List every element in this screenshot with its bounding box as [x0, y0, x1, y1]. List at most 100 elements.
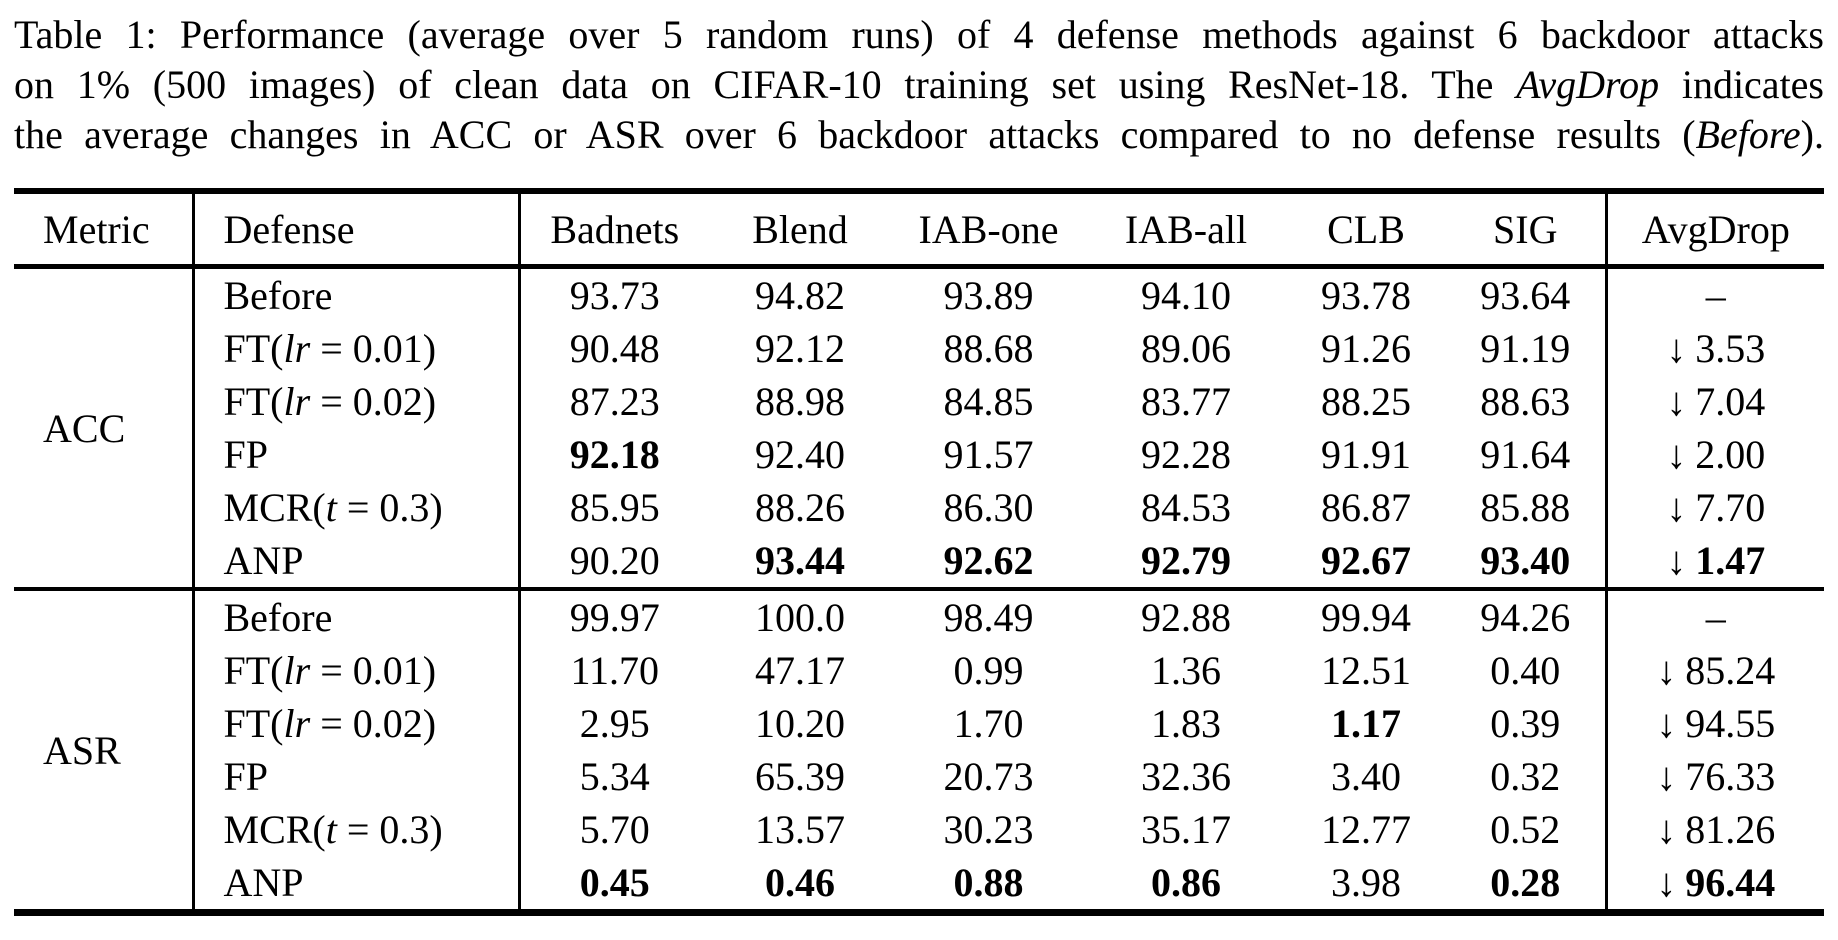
value-cell: 1.36 — [1151, 648, 1221, 693]
table-row: FT(lr = 0.01) 90.48 92.12 88.68 89.06 91.26 91… — [14, 322, 1824, 375]
value-cell: 88.25 — [1321, 379, 1411, 424]
defense-label-text: t — [325, 807, 337, 852]
defense-label: FT(lr = 0.02) — [193, 375, 521, 428]
defense-label: ANP — [193, 534, 521, 589]
value-cell: 0.86 — [1151, 860, 1221, 905]
table-row: MCR(t = 0.3) 5.70 13.57 30.23 35.17 12.77 0.52… — [14, 803, 1824, 856]
table-row: ASR Before 99.97 100.0 98.49 92.88 99.94 94.26– — [14, 587, 1824, 913]
header-attack-badnets: Badnets — [519, 191, 709, 269]
value-cell: 3.40 — [1331, 754, 1401, 799]
value-cell: 1.83 — [1151, 701, 1221, 746]
down-arrow-icon: ↓ — [1666, 379, 1687, 424]
avgdrop-cell: ↓ 3.53 — [1606, 322, 1824, 375]
caption-text: on 1% (500 images) of clean data on CIFA… — [14, 62, 1517, 107]
defense-label-text: lr — [283, 648, 311, 693]
value-cell: 84.85 — [943, 379, 1034, 424]
value-cell: 91.57 — [943, 432, 1034, 477]
defense-label-text: FT( — [223, 701, 284, 746]
value-cell: 20.73 — [943, 754, 1034, 799]
down-arrow-icon: ↓ — [1656, 807, 1677, 852]
defense-label: ANP — [193, 856, 521, 913]
defense-label: Before — [193, 587, 521, 644]
table-row: FP 92.18 92.40 91.57 92.28 91.91 91.64 ↓ 2.00 — [14, 428, 1824, 481]
value-cell: 88.26 — [755, 485, 845, 530]
value-cell: 83.77 — [1141, 379, 1231, 424]
value-cell: 12.51 — [1321, 648, 1411, 693]
header-metric: Metric — [14, 191, 195, 269]
value-cell: 1.17 — [1331, 701, 1401, 746]
value-cell: 91.91 — [1321, 432, 1411, 477]
defense-label-text: FT( — [223, 648, 284, 693]
value-cell: 90.20 — [569, 538, 660, 583]
value-cell: 88.98 — [755, 379, 845, 424]
avgdrop-cell: ↓ 1.47 — [1606, 534, 1824, 589]
defense-label: FT(lr = 0.01) — [193, 322, 521, 375]
value-cell: 35.17 — [1141, 807, 1231, 852]
table-caption: Table 1: Performance (average over 5 ran… — [14, 10, 1824, 160]
value-cell: 88.68 — [943, 326, 1034, 371]
defense-label-text: lr — [283, 701, 311, 746]
caption-text: the average changes in ACC or ASR over 6… — [14, 112, 1696, 157]
defense-label-text: ANP — [223, 860, 304, 905]
defense-label-text: FP — [223, 754, 269, 799]
value-cell: 85.95 — [569, 485, 660, 530]
table-row: FT(lr = 0.02) 87.23 88.98 84.85 83.77 88.25 88… — [14, 375, 1824, 428]
avgdrop-cell: ↓ 2.00 — [1606, 428, 1824, 481]
down-arrow-icon: ↓ — [1666, 432, 1687, 477]
value-cell: 93.44 — [755, 538, 845, 583]
defense-label: FP — [193, 428, 521, 481]
avgdrop-cell: ↓ 7.70 — [1606, 481, 1824, 534]
avgdrop-value: 7.70 — [1695, 485, 1766, 530]
defense-label-text: lr — [283, 379, 311, 424]
value-cell: 32.36 — [1141, 754, 1231, 799]
avgdrop-value: 1.47 — [1695, 538, 1766, 583]
defense-label-text: = 0.02) — [310, 379, 437, 424]
avgdrop-value: 76.33 — [1685, 754, 1776, 799]
down-arrow-icon: ↓ — [1666, 485, 1687, 530]
value-cell: 91.26 — [1321, 326, 1411, 371]
caption-text: indicates — [1659, 62, 1824, 107]
metric-label-acc: ACC — [14, 266, 195, 589]
value-cell: 3.98 — [1331, 860, 1401, 905]
value-cell: 85.88 — [1446, 481, 1608, 534]
caption-text: ). — [1800, 112, 1824, 157]
defense-label: MCR(t = 0.3) — [193, 803, 521, 856]
down-arrow-icon: ↓ — [1656, 860, 1677, 905]
acc-section: ACC Before 93.73 94.82 93.89 94.10 93.78 93.64 –… — [14, 266, 1824, 589]
value-cell: 86.87 — [1321, 485, 1411, 530]
defense-label-text: FT( — [223, 379, 284, 424]
header-avgdrop: AvgDrop — [1606, 191, 1824, 269]
down-arrow-icon: ↓ — [1656, 701, 1677, 746]
caption-italic-avgdrop: AvgDrop — [1516, 62, 1660, 107]
value-cell: 88.63 — [1446, 375, 1608, 428]
value-cell: 94.10 — [1141, 273, 1231, 318]
avgdrop-value: 3.53 — [1695, 326, 1766, 371]
defense-label-text: = 0.01) — [310, 326, 437, 371]
value-cell: 12.77 — [1321, 807, 1411, 852]
defense-label-text: = 0.3) — [336, 807, 443, 852]
value-cell: 0.88 — [953, 860, 1024, 905]
value-cell: 47.17 — [755, 648, 845, 693]
avgdrop-value: 81.26 — [1685, 807, 1776, 852]
defense-label-text: = 0.02) — [310, 701, 437, 746]
avgdrop-value: 96.44 — [1685, 860, 1776, 905]
header-attack-sig: SIG — [1446, 191, 1608, 269]
header-attack-blend: Blend — [709, 191, 891, 269]
avgdrop-value: 94.55 — [1685, 701, 1776, 746]
defense-label-text: = 0.3) — [336, 485, 443, 530]
value-cell: 87.23 — [569, 379, 660, 424]
table-row: FP 5.34 65.39 20.73 32.36 3.40 0.32 ↓ 76.33 — [14, 750, 1824, 803]
down-arrow-icon: ↓ — [1656, 754, 1677, 799]
value-cell: 10.20 — [755, 701, 845, 746]
value-cell: 90.48 — [569, 326, 660, 371]
value-cell: 94.82 — [755, 273, 845, 318]
value-cell: 86.30 — [943, 485, 1034, 530]
value-cell: 93.64 — [1446, 266, 1608, 322]
down-arrow-icon: ↓ — [1666, 538, 1687, 583]
table-row: ACC Before 93.73 94.82 93.89 94.10 93.78 93.64 – — [14, 266, 1824, 589]
value-cell: 0.32 — [1446, 750, 1608, 803]
value-cell: 92.12 — [755, 326, 845, 371]
value-cell: 92.79 — [1141, 538, 1231, 583]
value-cell: 91.19 — [1446, 322, 1608, 375]
value-cell: 30.23 — [943, 807, 1034, 852]
